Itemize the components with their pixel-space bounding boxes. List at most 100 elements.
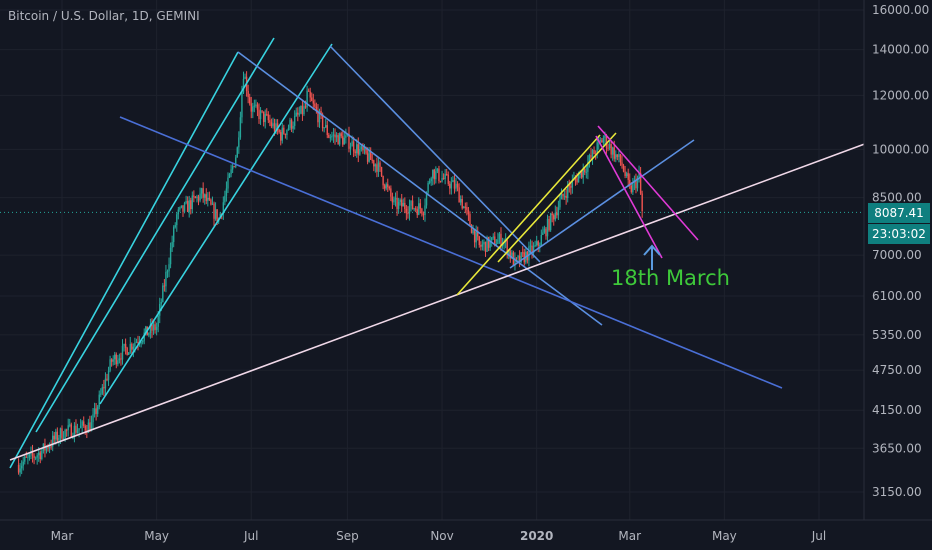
candle-body (641, 193, 643, 212)
candle-body (365, 147, 367, 154)
candle-body (478, 236, 480, 246)
candle-body (477, 232, 479, 237)
candle-body (283, 127, 285, 134)
candle-body (363, 147, 366, 151)
candle-body (41, 450, 43, 460)
price-tick-label: 4150.00 (872, 403, 922, 417)
candle-body (610, 144, 612, 155)
candle-body (537, 241, 539, 246)
candle-body (162, 285, 164, 302)
candle-body (231, 166, 234, 170)
candle-body (342, 136, 344, 145)
candle-body (494, 236, 496, 246)
candle-body (109, 359, 111, 371)
candle-body (235, 157, 237, 167)
candle-body (317, 110, 319, 123)
candle-body (141, 340, 144, 343)
candle-body (391, 196, 394, 203)
candle-body (570, 186, 572, 188)
price-tick-label: 16000.00 (872, 3, 929, 17)
candle-body (148, 332, 150, 336)
candle-body (621, 162, 623, 166)
time-tick-label: Nov (430, 529, 453, 543)
candle-body (635, 179, 637, 189)
long-term-support-line (9, 141, 871, 461)
candle-body (51, 435, 54, 447)
candle-body (397, 202, 400, 209)
candle-body (518, 255, 521, 263)
candle-body (450, 182, 453, 189)
candle-body (31, 451, 34, 456)
candle-body (489, 240, 491, 248)
rising-wedge-upper (497, 132, 617, 263)
candle-body (205, 194, 207, 201)
candle-body (396, 197, 398, 209)
candle-body (152, 324, 155, 331)
candle-body (605, 135, 608, 148)
candle-body (498, 233, 501, 240)
candle-body (58, 437, 60, 441)
candle-body (574, 178, 577, 180)
candle-body (369, 151, 372, 160)
candle-body (439, 181, 442, 183)
candle-body (261, 110, 263, 112)
candle-body (93, 408, 96, 415)
candle-body (571, 179, 574, 188)
candle-body (382, 176, 384, 186)
candle-body (568, 184, 570, 187)
candle-body (401, 199, 403, 207)
candle-body (483, 241, 485, 245)
candle-body (497, 239, 499, 244)
candle-body (373, 160, 375, 167)
candle-body (242, 78, 245, 93)
candle-body (548, 219, 550, 231)
candle-body (449, 183, 451, 189)
candle-body (27, 456, 29, 458)
candle-body (255, 104, 257, 106)
candle-body (545, 228, 547, 237)
candle-body (433, 169, 435, 180)
candle-body (351, 141, 353, 147)
time-axis: Mar May Jul Sep Nov 2020 Mar May Jul (0, 519, 932, 543)
candle-body (618, 154, 620, 157)
candle-body (297, 112, 299, 115)
candle-body (343, 137, 346, 145)
candle-body (394, 197, 397, 200)
candle-body (362, 146, 364, 151)
candle-body (256, 104, 259, 110)
price-tick-label: 3150.00 (872, 485, 922, 499)
candle-body (160, 301, 162, 304)
candle-body (421, 208, 423, 214)
candle-body (632, 182, 634, 193)
candle-body (576, 178, 578, 183)
candle-body (542, 232, 544, 235)
candle-body (292, 125, 294, 129)
downtrend-support-line (119, 116, 783, 389)
candle-body (276, 123, 279, 130)
candle-body (179, 207, 181, 210)
candle-body (233, 166, 235, 168)
candle-body (539, 245, 541, 247)
candle-body (248, 97, 251, 104)
candle-body (123, 343, 125, 346)
candle-body (553, 215, 555, 220)
candle-body (200, 188, 203, 194)
candle-body (593, 150, 595, 155)
candle-body (89, 422, 91, 432)
candle-body (180, 205, 183, 208)
candle-body (532, 245, 535, 253)
candle-body (452, 180, 454, 183)
candle-body (622, 165, 625, 172)
candle-body (73, 425, 76, 438)
candle-body (186, 200, 189, 212)
candle-body (328, 134, 330, 138)
candle-body (225, 188, 228, 196)
candle-body (227, 177, 229, 189)
candle-body (320, 110, 322, 115)
candle-body (486, 237, 488, 252)
candle-body (230, 169, 232, 175)
candle-body (207, 197, 209, 201)
candle-body (591, 150, 594, 158)
time-tick-label: Mar (51, 529, 74, 543)
